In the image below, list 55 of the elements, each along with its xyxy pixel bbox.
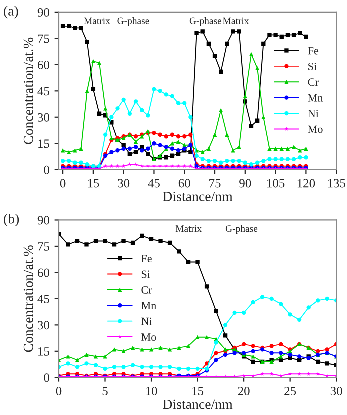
y-tick-label: 90 [38,8,50,17]
legend-label: Fe [308,47,319,55]
x-tick-label: 135 [328,179,346,188]
x-tick-label: 120 [298,179,316,188]
y-tick-label: 45 [38,87,50,96]
chart-title: (a) [4,6,18,19]
x-tick-label: 75 [210,179,221,188]
x-tick-label: 15 [88,179,100,188]
x-tick-label: 5 [102,387,108,396]
y-tick-label: 15 [38,140,50,148]
legend-label: Si [308,62,317,70]
annotation: G-phase [118,17,150,26]
legend-label: Cr [308,78,319,86]
y-tick-label: 15 [38,348,50,356]
annotation: G-phase [190,17,222,26]
y-axis-title: Concentration/at.% [24,246,34,352]
x-tick-label: 30 [330,387,342,396]
x-tick-label: 30 [118,179,130,188]
annotation: Matrix [223,18,250,24]
x-tick-label: 10 [146,387,158,396]
legend-label: Si [142,270,150,278]
y-tick-label: 45 [38,295,50,304]
y-tick-label: 60 [38,268,50,278]
x-tick-label: 0 [56,387,62,396]
x-tick-label: 25 [284,387,296,396]
x-tick-label: 20 [238,387,250,396]
legend-label: Ni [142,318,152,326]
legend-label: Mo [308,126,323,134]
annotation: Matrix [84,18,110,24]
x-tick-label: 105 [268,179,285,188]
x-tick-label: 45 [148,179,160,188]
y-tick-label: 60 [38,60,50,70]
x-tick-label: 90 [240,179,252,188]
x-axis-title: Distance/nm [163,400,233,410]
annotation: Matrix [176,226,202,232]
y-tick-label: 75 [38,34,50,44]
y-tick-label: 0 [44,374,50,382]
x-axis-title: Distance/nm [163,192,233,202]
legend-label: Cr [142,286,152,294]
y-tick-label: 0 [44,166,50,174]
x-tick-label: 60 [178,179,190,188]
legend-label: Mn [308,94,324,102]
legend-label: Ni [308,110,319,118]
x-tick-label: 15 [192,387,204,396]
y-tick-label: 30 [38,113,50,122]
y-axis-title: Concentration/at.% [24,38,34,144]
legend-label: Mn [142,302,156,310]
y-tick-label: 75 [38,242,50,251]
y-tick-label: 90 [38,216,50,225]
legend-label: Fe [142,255,152,263]
annotation: G-phase [226,225,258,234]
y-tick-label: 30 [38,321,50,330]
chart-title: (b) [4,214,20,227]
legend-label: Mo [142,334,156,342]
x-tick-label: 0 [60,179,66,188]
